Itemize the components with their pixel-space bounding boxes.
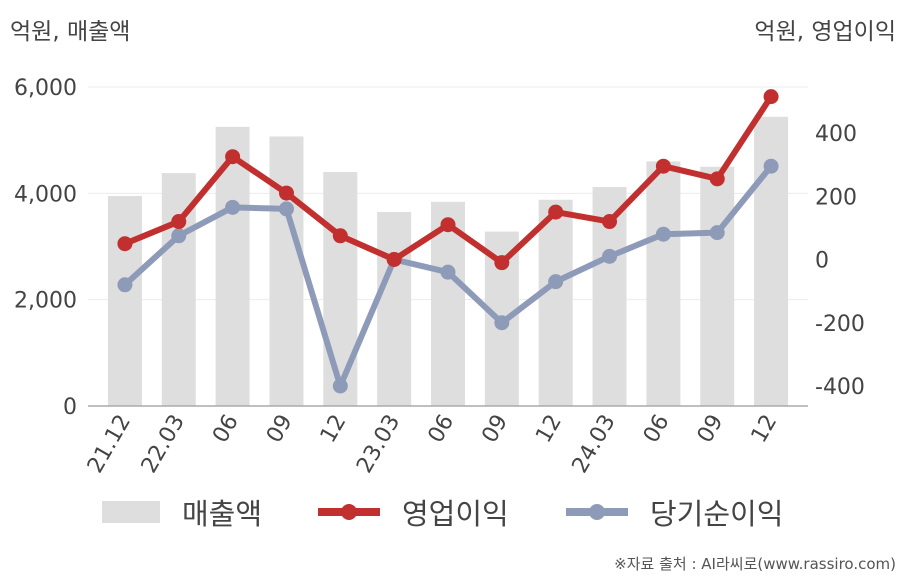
x-tick-label: 09 — [477, 411, 513, 448]
x-tick-label: 06 — [424, 411, 460, 448]
source-note: ※자료 출처 : AI라씨로(www.rassiro.com) — [614, 555, 896, 573]
net-income-point — [278, 201, 294, 217]
operating-profit-point — [763, 89, 779, 105]
revenue-bar — [269, 136, 304, 406]
x-tick-label: 06 — [639, 411, 675, 448]
x-tick-label: 22.03 — [137, 411, 190, 478]
right-tick-label: -400 — [815, 375, 865, 400]
revenue-bar — [377, 211, 412, 406]
revenue-bar — [107, 195, 142, 406]
revenue-bar — [323, 172, 358, 406]
legend-swatch-operating — [318, 501, 380, 523]
left-tick-label: 6,000 — [14, 76, 77, 101]
net-income-point — [494, 315, 510, 331]
operating-profit-point — [709, 171, 725, 187]
operating-profit-point — [548, 204, 564, 220]
legend-label-operating: 영업이익 — [402, 497, 509, 531]
legend-swatch-net — [566, 501, 628, 523]
right-tick-label: 200 — [815, 185, 857, 210]
net-income-point — [171, 228, 187, 244]
x-tick-label: 09 — [693, 411, 729, 448]
right-tick-label: 0 — [815, 249, 829, 274]
legend-item-net: 당기순이익 — [566, 492, 783, 532]
x-tick-label: 09 — [262, 411, 298, 448]
legend-label-revenue: 매출액 — [182, 497, 263, 531]
net-income-point — [332, 378, 348, 394]
x-tick-label: 21.12 — [83, 411, 136, 478]
operating-profit-point — [494, 255, 510, 271]
net-income-point — [709, 225, 725, 241]
x-tick-label: 06 — [208, 411, 244, 448]
net-income-point — [225, 199, 241, 215]
operating-profit-point — [386, 252, 402, 267]
revenue-bar — [646, 161, 681, 406]
x-tick-label: 23.03 — [352, 411, 405, 478]
operating-profit-point — [278, 185, 294, 201]
x-tick-label: 12 — [531, 411, 567, 448]
operating-profit-point — [225, 149, 241, 165]
legend-swatch-revenue — [102, 501, 160, 523]
net-income-point — [117, 277, 133, 293]
legend-item-revenue: 매출액 — [102, 492, 262, 532]
legend-label-net: 당기순이익 — [650, 497, 784, 531]
operating-profit-point — [655, 158, 671, 174]
net-income-point — [440, 264, 456, 280]
revenue-bar — [700, 166, 735, 406]
x-tick-label: 12 — [747, 411, 783, 448]
operating-profit-point — [332, 228, 348, 244]
operating-profit-point — [117, 236, 133, 252]
right-tick-label: 400 — [815, 122, 857, 147]
net-income-point — [655, 226, 671, 242]
net-income-point — [548, 274, 564, 290]
right-tick-label: -200 — [815, 312, 865, 337]
left-tick-label: 0 — [63, 395, 77, 420]
legend-item-operating: 영업이익 — [318, 492, 509, 532]
operating-profit-point — [171, 214, 187, 230]
left-axis-unit: 억원, 매출액 — [10, 19, 131, 45]
operating-profit-point — [602, 214, 618, 230]
right-axis-unit: 억원, 영업이익 — [754, 19, 896, 45]
x-tick-label: 12 — [316, 411, 352, 448]
x-tick-label: 24.03 — [568, 411, 621, 478]
operating-profit-point — [440, 217, 456, 233]
net-income-point — [602, 248, 618, 264]
revenue-bar — [538, 199, 573, 406]
left-tick-label: 4,000 — [14, 182, 77, 207]
net-income-point — [763, 158, 779, 174]
left-tick-label: 2,000 — [14, 289, 77, 314]
